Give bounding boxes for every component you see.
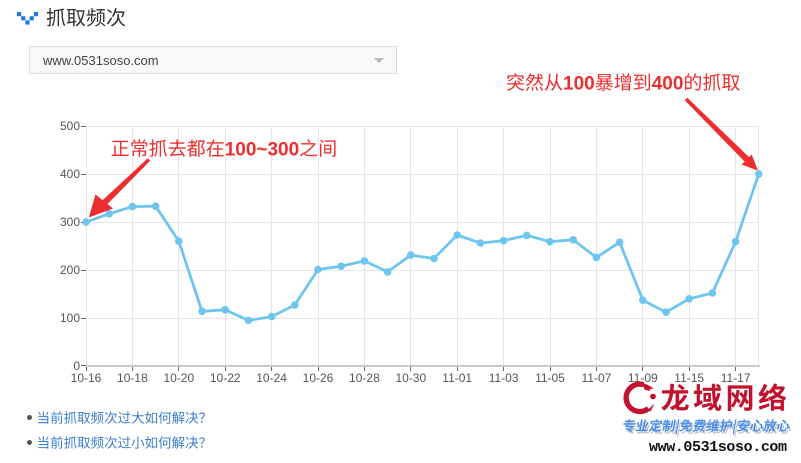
svg-text:11-01: 11-01 bbox=[442, 371, 472, 385]
svg-text:10-24: 10-24 bbox=[256, 371, 287, 385]
svg-text:11-17: 11-17 bbox=[721, 371, 751, 385]
svg-text:100: 100 bbox=[60, 311, 80, 325]
svg-text:11-09: 11-09 bbox=[628, 371, 658, 385]
svg-text:0: 0 bbox=[73, 359, 80, 373]
svg-text:10-20: 10-20 bbox=[163, 371, 194, 385]
svg-text:10-28: 10-28 bbox=[349, 371, 380, 385]
svg-text:10-18: 10-18 bbox=[117, 371, 148, 385]
svg-text:10-30: 10-30 bbox=[395, 371, 426, 385]
svg-text:10-22: 10-22 bbox=[210, 371, 241, 385]
svg-text:100: 100 bbox=[563, 73, 595, 94]
svg-text:11-15: 11-15 bbox=[674, 371, 704, 385]
svg-text:500: 500 bbox=[60, 119, 80, 133]
svg-text:100~300: 100~300 bbox=[225, 139, 300, 160]
svg-text:10-26: 10-26 bbox=[303, 371, 334, 385]
svg-text:400: 400 bbox=[652, 73, 684, 94]
svg-text:400: 400 bbox=[60, 167, 80, 181]
svg-text:11-03: 11-03 bbox=[489, 371, 519, 385]
svg-text:11-05: 11-05 bbox=[535, 371, 565, 385]
svg-text:10-16: 10-16 bbox=[71, 371, 102, 385]
svg-text:300: 300 bbox=[60, 215, 80, 229]
svg-text:11-07: 11-07 bbox=[581, 371, 611, 385]
svg-text:200: 200 bbox=[60, 263, 80, 277]
